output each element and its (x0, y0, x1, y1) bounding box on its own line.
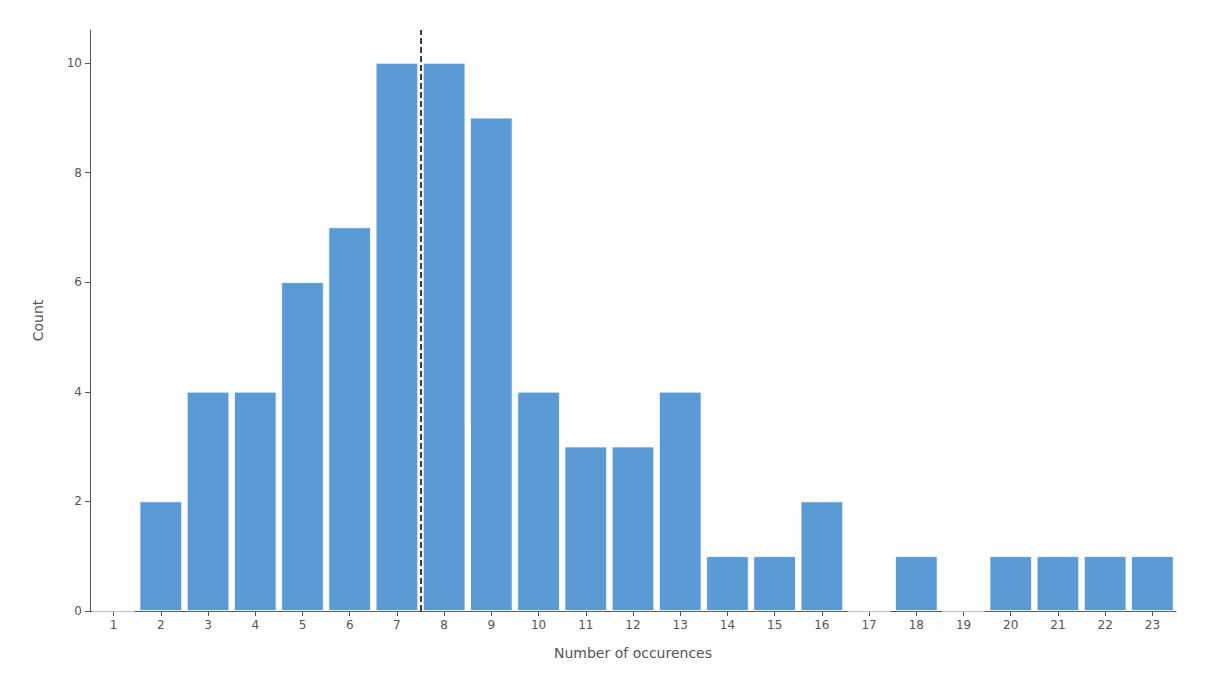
svg-text:10: 10 (67, 56, 82, 70)
svg-text:8: 8 (74, 166, 82, 180)
svg-text:5: 5 (299, 618, 307, 632)
svg-text:11: 11 (578, 618, 593, 632)
svg-text:2: 2 (157, 618, 165, 632)
svg-text:13: 13 (673, 618, 688, 632)
svg-text:18: 18 (909, 618, 924, 632)
svg-text:8: 8 (440, 618, 448, 632)
svg-text:3: 3 (204, 618, 212, 632)
svg-text:1: 1 (110, 618, 118, 632)
svg-text:14: 14 (720, 618, 735, 632)
svg-text:4: 4 (251, 618, 259, 632)
svg-text:6: 6 (74, 275, 82, 289)
svg-text:23: 23 (1145, 618, 1160, 632)
svg-text:16: 16 (814, 618, 829, 632)
svg-text:10: 10 (531, 618, 546, 632)
svg-text:2: 2 (74, 494, 82, 508)
svg-text:21: 21 (1050, 618, 1065, 632)
svg-text:15: 15 (767, 618, 782, 632)
svg-text:Number of occurences: Number of occurences (554, 645, 712, 661)
svg-text:6: 6 (346, 618, 354, 632)
svg-text:12: 12 (625, 618, 640, 632)
svg-text:9: 9 (488, 618, 496, 632)
svg-text:Count: Count (30, 299, 46, 341)
svg-text:17: 17 (861, 618, 876, 632)
svg-text:0: 0 (74, 604, 82, 618)
svg-text:20: 20 (1003, 618, 1018, 632)
svg-text:22: 22 (1098, 618, 1113, 632)
svg-text:4: 4 (74, 385, 82, 399)
svg-text:7: 7 (393, 618, 401, 632)
svg-text:19: 19 (956, 618, 971, 632)
